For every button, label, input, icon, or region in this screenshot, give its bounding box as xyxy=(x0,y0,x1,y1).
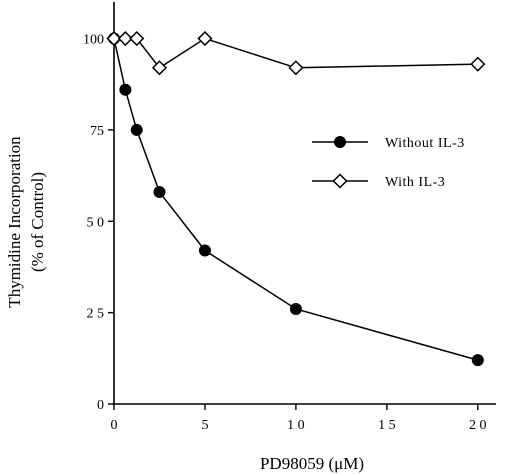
legend-marker-circle xyxy=(334,136,346,148)
y-axis-title-line1: Thymidine Incorporation xyxy=(5,136,24,308)
x-tick-label: 5 xyxy=(201,418,208,433)
x-tick-label: 2 0 xyxy=(469,418,487,433)
data-point-circle xyxy=(119,83,132,96)
y-tick-label: 75 xyxy=(90,124,104,139)
legend: Without IL-3 With IL-3 xyxy=(312,136,465,190)
x-tick-label: 1 0 xyxy=(287,418,305,433)
x-tick-label: 1 5 xyxy=(378,418,396,433)
data-point-circle xyxy=(130,123,143,136)
legend-item-1: With IL-3 xyxy=(312,173,445,190)
data-point-diamond xyxy=(151,60,168,76)
legend-label: Without IL-3 xyxy=(385,136,465,151)
y-tick-label: 0 xyxy=(97,398,104,413)
y-tick-label: 100 xyxy=(83,33,104,48)
y-tick-label: 2 5 xyxy=(87,307,105,322)
series-0 xyxy=(108,32,484,367)
series-1 xyxy=(106,30,486,76)
series-layer xyxy=(106,30,486,367)
data-point-diamond xyxy=(197,30,213,47)
y-tick-label: 5 0 xyxy=(87,215,105,230)
data-point-circle xyxy=(289,302,302,315)
data-point-circle xyxy=(471,354,484,367)
data-point-circle xyxy=(153,186,166,199)
data-point-diamond xyxy=(117,30,133,47)
x-axis-title: PD98059 (μM) xyxy=(260,454,364,473)
legend-label: With IL-3 xyxy=(385,175,445,190)
data-point-diamond xyxy=(129,30,145,47)
legend-item-0: Without IL-3 xyxy=(312,136,465,151)
x-tick-label: 0 xyxy=(111,418,118,433)
data-point-diamond xyxy=(106,30,122,47)
data-point-circle xyxy=(198,244,211,257)
legend-marker-diamond xyxy=(332,173,348,189)
data-point-diamond xyxy=(288,60,304,76)
data-point-diamond xyxy=(470,56,486,72)
y-axis-title-line2: (% of Control) xyxy=(28,172,47,272)
